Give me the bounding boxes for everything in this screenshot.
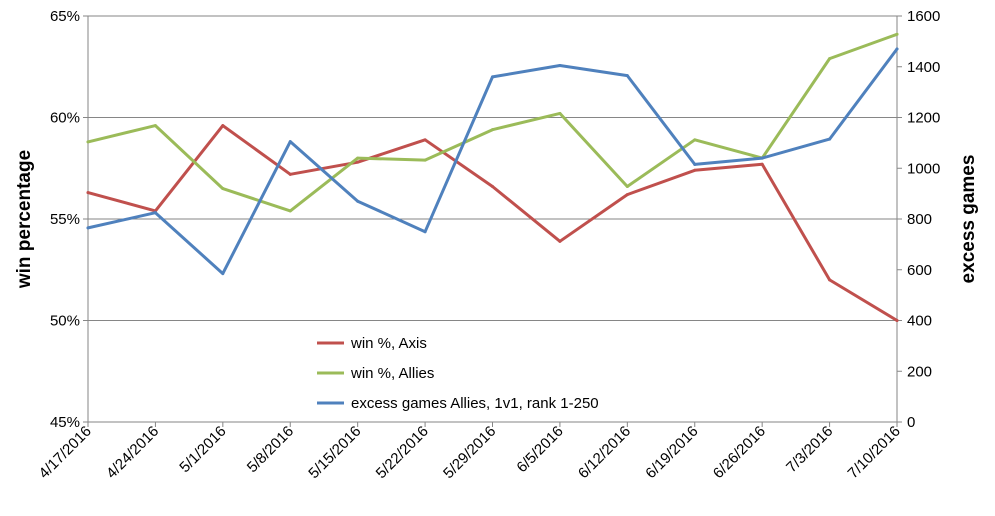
right-tick-label: 200	[907, 363, 932, 380]
data-point	[288, 209, 292, 213]
data-point	[86, 140, 90, 144]
data-point	[423, 158, 427, 162]
left-tick-label: 45%	[50, 414, 80, 431]
x-axis-ticks: 4/17/2016 4/24/2016 5/1/2016 5/8/2016 5/15/2…	[36, 422, 904, 482]
data-point	[625, 185, 629, 189]
left-tick-label: 50%	[50, 313, 80, 330]
data-point	[153, 211, 157, 215]
data-point	[895, 47, 899, 51]
data-point	[221, 124, 225, 128]
data-point	[828, 57, 832, 61]
right-tick-label: 0	[907, 414, 915, 431]
data-point	[760, 156, 764, 160]
y-axis-title: win percentage	[14, 150, 35, 289]
data-point	[86, 191, 90, 195]
data-point	[356, 156, 360, 160]
data-point	[153, 124, 157, 128]
x-tick-label: 5/22/2016	[373, 423, 432, 482]
data-point	[221, 187, 225, 191]
data-point	[423, 230, 427, 234]
data-point	[693, 168, 697, 172]
right-tick-label: 600	[907, 262, 932, 279]
right-tick-label: 1400	[907, 59, 940, 76]
gridlines	[88, 15, 897, 321]
data-point	[86, 226, 90, 230]
data-point	[693, 162, 697, 166]
data-point	[558, 111, 562, 115]
legend: win %, Axis win %, Allies excess games All…	[317, 335, 599, 412]
data-point	[895, 319, 899, 322]
data-point	[828, 137, 832, 141]
x-tick-label: 5/15/2016	[305, 423, 364, 482]
data-point	[491, 185, 494, 189]
x-tick-label: 7/10/2016	[845, 423, 904, 482]
left-tick-label: 65%	[50, 8, 80, 25]
data-point	[423, 138, 427, 142]
series-lines	[86, 32, 899, 322]
right-tick-label: 1000	[907, 160, 940, 177]
data-point	[356, 199, 360, 203]
right-axis-ticks: 0 200 400 600 800 1000 1200 1400 1600	[897, 8, 940, 431]
x-tick-label: 5/8/2016	[244, 423, 297, 476]
x-tick-label: 5/29/2016	[440, 423, 499, 482]
right-tick-label: 400	[907, 313, 932, 330]
data-point	[221, 272, 225, 276]
legend-label: win %, Allies	[350, 365, 434, 382]
data-point	[625, 74, 629, 78]
data-point	[895, 32, 899, 36]
right-tick-label: 1200	[907, 110, 940, 127]
data-point	[288, 140, 292, 144]
data-point	[693, 138, 697, 142]
legend-label: win %, Axis	[350, 335, 427, 352]
data-point	[828, 278, 832, 282]
left-tick-label: 55%	[50, 211, 80, 228]
data-point	[288, 172, 292, 176]
x-tick-label: 6/12/2016	[575, 423, 634, 482]
left-tick-label: 60%	[50, 110, 80, 127]
right-tick-label: 1600	[907, 8, 940, 25]
data-point	[558, 63, 562, 67]
data-point	[760, 162, 764, 166]
data-point	[491, 75, 494, 79]
x-tick-label: 4/17/2016	[36, 423, 95, 482]
right-tick-label: 800	[907, 211, 932, 228]
legend-label: excess games Allies, 1v1, rank 1-250	[351, 395, 599, 412]
series-line-3	[86, 47, 899, 276]
x-tick-label: 6/19/2016	[642, 423, 701, 482]
data-point	[491, 128, 494, 132]
left-axis-ticks: 45% 50% 55% 60% 65%	[50, 8, 88, 431]
x-tick-label: 5/1/2016	[176, 423, 229, 476]
x-tick-label: 4/24/2016	[103, 423, 162, 482]
data-point	[356, 160, 360, 164]
data-point	[625, 193, 629, 197]
x-tick-label: 6/5/2016	[513, 423, 566, 476]
x-tick-label: 7/3/2016	[783, 423, 836, 476]
x-tick-label: 6/26/2016	[710, 423, 769, 482]
data-point	[558, 239, 562, 243]
y2-axis-title: excess games	[958, 155, 979, 284]
